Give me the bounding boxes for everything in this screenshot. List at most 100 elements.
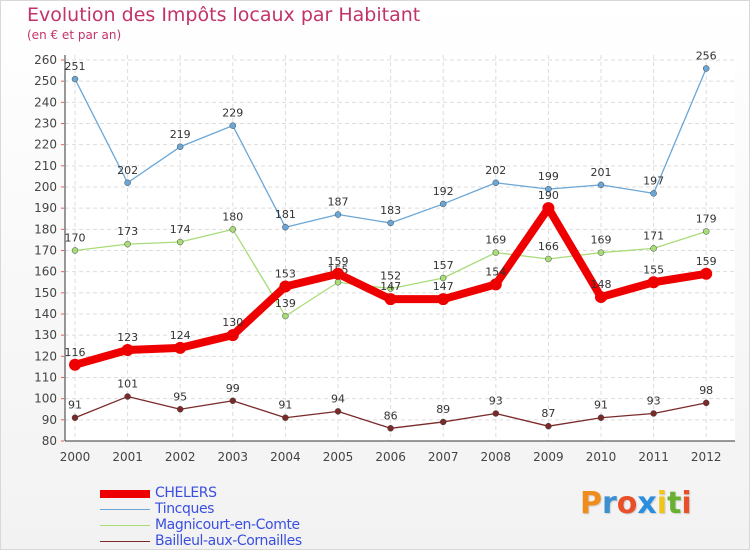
data-point xyxy=(439,200,447,208)
data-point xyxy=(334,211,342,218)
data-label: 99 xyxy=(226,382,240,395)
data-label: 190 xyxy=(538,189,559,202)
data-point xyxy=(647,276,660,289)
data-point xyxy=(229,122,237,129)
data-label: 91 xyxy=(278,399,292,412)
proxiti-logo: Proxiti xyxy=(580,486,692,521)
y-tick-label: 90 xyxy=(42,413,57,427)
data-point xyxy=(492,179,500,187)
data-label: 251 xyxy=(65,60,86,73)
y-tick-label: 110 xyxy=(34,371,57,385)
x-tick-label: 2006 xyxy=(375,450,406,464)
data-point xyxy=(334,279,342,286)
data-point xyxy=(229,397,237,405)
data-point xyxy=(650,410,657,417)
x-tick-label: 2007 xyxy=(428,450,459,464)
x-tick-label: 2005 xyxy=(323,450,354,464)
y-tick-label: 140 xyxy=(34,307,57,321)
data-label: 169 xyxy=(485,234,506,247)
y-tick-label: 230 xyxy=(34,117,57,131)
data-point xyxy=(542,202,555,215)
x-tick-label: 2010 xyxy=(586,450,617,464)
data-label: 169 xyxy=(591,234,612,247)
data-label: 101 xyxy=(117,378,138,391)
data-label: 95 xyxy=(173,390,187,403)
logo-letter: P xyxy=(580,486,602,521)
data-label: 89 xyxy=(436,403,450,416)
data-point xyxy=(492,410,500,417)
data-label: 148 xyxy=(591,278,612,291)
x-tick-label: 2001 xyxy=(112,450,143,464)
legend-label-chelers: CHELERS xyxy=(155,485,217,501)
data-point xyxy=(702,65,710,72)
x-tick-label: 2002 xyxy=(165,450,196,464)
data-point xyxy=(176,406,184,413)
data-label: 173 xyxy=(117,225,138,238)
data-label: 202 xyxy=(117,164,138,177)
data-point xyxy=(492,249,500,256)
data-point xyxy=(124,393,131,400)
data-point xyxy=(282,312,289,320)
data-point xyxy=(124,240,131,248)
y-tick-label: 150 xyxy=(34,286,57,300)
data-label: 116 xyxy=(65,346,86,359)
logo-letter: i xyxy=(656,486,668,521)
data-point xyxy=(176,143,184,151)
data-label: 98 xyxy=(699,384,713,397)
y-tick-label: 210 xyxy=(34,159,57,173)
data-label: 139 xyxy=(275,297,296,310)
data-label: 181 xyxy=(275,208,296,221)
data-point xyxy=(597,181,605,189)
data-label: 87 xyxy=(541,407,555,420)
data-point xyxy=(226,329,239,342)
data-point xyxy=(69,358,81,371)
data-label: 159 xyxy=(696,255,717,268)
data-point xyxy=(121,343,134,356)
data-label: 171 xyxy=(643,229,664,242)
data-label: 157 xyxy=(433,259,454,272)
x-tick-label: 2008 xyxy=(481,450,512,464)
data-label: 123 xyxy=(117,331,138,344)
plot-area xyxy=(65,55,735,441)
legend-label-tincques: Tincques xyxy=(155,501,215,517)
legend-swatch-tincques xyxy=(100,509,150,510)
legend-label-magnicourt: Magnicourt-en-Comte xyxy=(155,517,300,533)
data-label: 91 xyxy=(594,399,608,412)
data-point xyxy=(174,341,187,354)
data-label: 170 xyxy=(65,232,86,245)
data-label: 202 xyxy=(485,164,506,177)
data-label: 187 xyxy=(328,196,349,209)
legend-swatch-magnicourt xyxy=(100,525,150,526)
data-point xyxy=(545,422,552,430)
data-label: 179 xyxy=(696,212,717,225)
y-tick-label: 250 xyxy=(34,74,57,88)
y-tick-label: 160 xyxy=(34,265,57,279)
data-label: 152 xyxy=(380,270,401,283)
data-point xyxy=(700,267,713,280)
data-label: 153 xyxy=(275,267,296,280)
data-label: 147 xyxy=(380,280,401,293)
data-point xyxy=(545,255,552,263)
data-point xyxy=(387,219,394,227)
y-tick-label: 180 xyxy=(34,222,57,236)
x-tick-label: 2000 xyxy=(60,450,91,464)
data-label: 183 xyxy=(380,204,401,217)
data-point xyxy=(282,223,289,231)
data-label: 124 xyxy=(170,329,191,342)
data-point xyxy=(545,185,552,193)
legend-swatch-chelers xyxy=(100,490,150,498)
x-tick-label: 2011 xyxy=(638,450,669,464)
x-tick-label: 2012 xyxy=(691,450,722,464)
data-point xyxy=(71,75,79,83)
y-tick-label: 130 xyxy=(34,328,57,342)
logo-letter: i xyxy=(681,486,692,521)
logo-letter: o xyxy=(616,486,638,521)
data-point xyxy=(229,226,237,233)
data-point xyxy=(332,267,344,280)
y-tick-label: 240 xyxy=(34,95,57,109)
y-tick-label: 120 xyxy=(34,349,57,363)
data-point xyxy=(71,414,79,421)
data-point xyxy=(334,408,342,415)
chart-subtitle: (en € et par an) xyxy=(27,28,122,42)
data-point xyxy=(439,274,447,282)
